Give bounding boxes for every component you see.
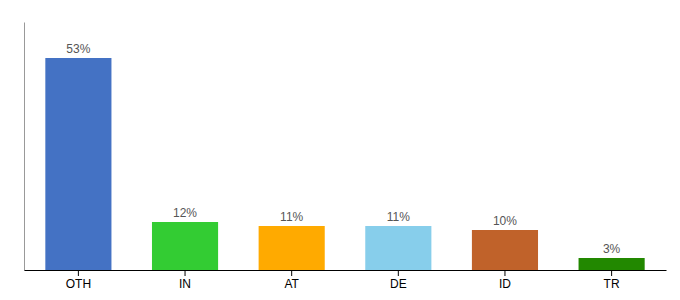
x-tick-mark	[504, 270, 505, 276]
x-tick: AT	[284, 270, 299, 291]
x-tick-mark	[398, 270, 399, 276]
bar	[259, 226, 325, 270]
data-label: 3%	[603, 242, 621, 256]
bar	[45, 58, 111, 270]
x-tick-label: ID	[499, 277, 511, 291]
data-label: 10%	[493, 214, 517, 228]
x-tick-mark	[611, 270, 612, 276]
chart: OTH IN AT DE ID TR 53% 12% 11% 11% 10% 3%	[0, 0, 680, 300]
bar	[152, 222, 218, 270]
bar	[579, 258, 645, 270]
x-axis-line	[25, 270, 667, 271]
data-label: 11%	[280, 210, 303, 224]
bar	[472, 230, 538, 270]
y-axis-line	[24, 23, 25, 271]
data-labels: 53% 12% 11% 11% 10% 3%	[66, 42, 620, 256]
bars	[45, 58, 644, 270]
x-tick-mark	[291, 270, 292, 276]
plot: OTH IN AT DE ID TR 53% 12% 11% 11% 10% 3%	[25, 23, 667, 291]
x-tick-label: OTH	[66, 277, 91, 291]
x-tick-label: IN	[179, 277, 191, 291]
x-tick: DE	[390, 270, 407, 291]
x-tick-label: DE	[390, 277, 407, 291]
data-label: 12%	[173, 206, 197, 220]
x-tick-mark	[78, 270, 79, 276]
y-axis	[24, 23, 25, 271]
data-label: 11%	[387, 210, 410, 224]
data-label: 53%	[66, 42, 90, 56]
x-tick: ID	[499, 270, 511, 291]
x-tick: OTH	[66, 270, 91, 291]
x-tick: IN	[179, 270, 191, 291]
x-tick-label: TR	[604, 277, 620, 291]
x-tick: TR	[604, 270, 620, 291]
x-axis: OTH IN AT DE ID TR	[25, 270, 667, 291]
x-tick-mark	[185, 270, 186, 276]
x-tick-label: AT	[284, 277, 299, 291]
bar	[365, 226, 431, 270]
